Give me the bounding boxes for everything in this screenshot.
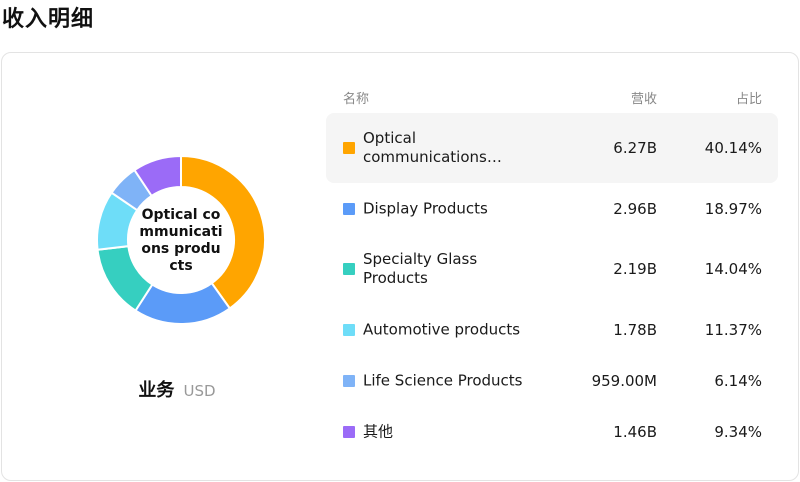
table-row[interactable]: Display Products 2.96B 18.97% — [326, 183, 778, 234]
table-row[interactable]: Automotive products 1.78B 11.37% — [326, 304, 778, 355]
row-share: 18.97% — [704, 199, 762, 218]
segment-selector[interactable]: 业务 USD — [2, 376, 352, 402]
row-share: 11.37% — [704, 320, 762, 339]
donut-center-line: ons produ — [141, 241, 221, 257]
row-name: Automotive products — [363, 320, 521, 338]
row-revenue: 2.96B — [613, 199, 657, 218]
row-name-line: Optical — [363, 129, 416, 147]
row-revenue: 1.78B — [613, 320, 657, 339]
row-revenue: 959.00M — [591, 371, 657, 390]
legend-swatch — [343, 202, 355, 215]
row-name-line: communications… — [363, 148, 502, 166]
segment-label: 业务 — [138, 380, 175, 401]
legend-swatch — [343, 425, 355, 438]
donut-center-label: Optical co mmunicati ons produ cts — [126, 207, 236, 275]
row-revenue: 1.46B — [613, 422, 657, 441]
legend-swatch — [343, 323, 355, 336]
revenue-table: 名称 营收 占比 Optical communications… 6.27B 4… — [326, 83, 778, 457]
row-share: 6.14% — [714, 371, 762, 390]
row-name: Display Products — [363, 199, 488, 217]
row-share: 40.14% — [704, 139, 762, 157]
row-name: Specialty Glass Products — [363, 250, 538, 288]
legend-swatch — [343, 374, 355, 387]
donut-slice[interactable] — [180, 155, 266, 310]
row-name: 其他 — [363, 422, 394, 440]
table-row[interactable]: Optical communications… 6.27B 40.14% — [326, 113, 778, 183]
header-revenue: 营收 — [630, 92, 657, 107]
table-header: 名称 营收 占比 — [326, 83, 778, 113]
header-name: 名称 — [343, 92, 370, 107]
donut-chart: Optical co mmunicati ons produ cts — [96, 155, 266, 325]
row-share: 9.34% — [714, 422, 762, 441]
row-name-line: Specialty Glass — [363, 250, 478, 268]
donut-slice[interactable] — [133, 155, 182, 198]
table-row[interactable]: Specialty Glass Products 2.19B 14.04% — [326, 234, 778, 304]
table-row[interactable]: 其他 1.46B 9.34% — [326, 406, 778, 457]
legend-swatch — [343, 263, 355, 275]
table-row[interactable]: Life Science Products 959.00M 6.14% — [326, 355, 778, 406]
donut-svg — [96, 155, 266, 325]
row-revenue: 6.27B — [613, 139, 657, 157]
row-name: Optical communications… — [363, 129, 538, 167]
page-title: 收入明细 — [2, 7, 95, 32]
currency-unit: USD — [183, 382, 216, 400]
row-name-line: Products — [363, 269, 428, 287]
row-share: 14.04% — [704, 260, 762, 278]
row-name: Life Science Products — [363, 371, 523, 389]
donut-center-line: Optical co — [141, 207, 221, 223]
donut-center-line: cts — [169, 258, 193, 274]
revenue-breakdown-card: Optical co mmunicati ons produ cts 业务 US… — [1, 52, 799, 481]
row-revenue: 2.19B — [613, 260, 657, 278]
header-share: 占比 — [735, 92, 762, 107]
donut-center-line: mmunicati — [139, 224, 223, 240]
legend-swatch — [343, 142, 355, 154]
